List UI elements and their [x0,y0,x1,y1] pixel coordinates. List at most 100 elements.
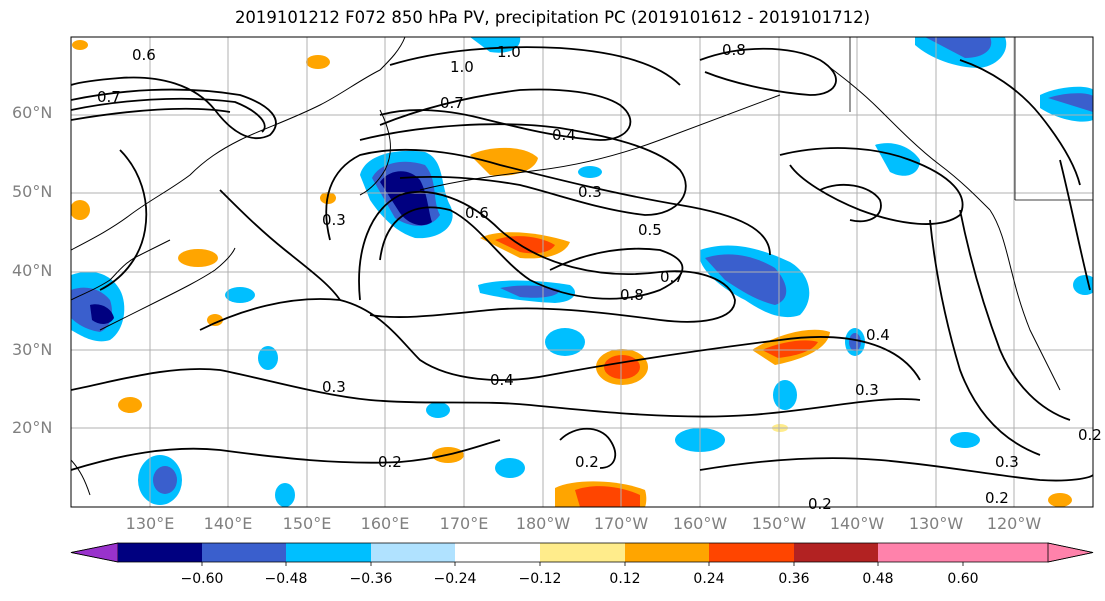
neg-patch-s5b [153,466,177,494]
neg-patch-far-right-mid [1048,93,1093,112]
contour-h [358,191,736,323]
pos-patch-s5 [118,397,142,413]
contour-label: 0.8 [620,286,644,304]
contour-label: 0.4 [866,326,890,344]
neg-patch-s3 [773,380,797,410]
contour-label: 0.5 [638,221,662,239]
coast-alaska [819,59,991,211]
contour-l [71,439,501,471]
colorbar-segment [709,543,794,562]
contour-label: 0.3 [322,378,346,396]
contour-label: 1.0 [497,43,521,61]
neg-patch-s13 [578,166,602,178]
coast-kamchatka [359,109,391,196]
contour-i [325,148,771,256]
pos-patch-s9 [72,40,88,50]
contour-o [779,147,964,225]
neg-patch-top-right-mid [925,37,992,58]
pv-contours [71,46,1093,482]
coast-bc [989,209,1061,391]
map-title: 2019101212 F072 850 hPa PV, precipitatio… [234,8,871,27]
contour-label: 0.4 [552,126,576,144]
contour-t [1059,159,1091,291]
neg-patch-alaska [875,143,920,176]
contour-label: 0.6 [132,46,156,64]
colorbar-segment [878,543,963,562]
contour-r [929,219,1041,456]
contour-label-group: 0.6 1.0 1.0 0.8 0.7 0.7 0.4 0.3 0.6 0.5 … [97,41,1102,513]
neg-patch-central-mid [500,285,560,298]
contour-g [379,206,684,300]
colorbar-tick: −0.36 [349,571,393,587]
neg-patch-east-mid [705,254,787,305]
neg-patch-s9 [495,458,525,478]
contour-label: 0.3 [578,183,602,201]
neg-patch-s8 [950,432,980,448]
contour-label: 0.6 [465,204,489,222]
contour-label: 0.7 [660,268,684,286]
pos-patch-s2 [71,200,90,220]
contour-label: 0.4 [490,371,514,389]
colorbar-tick: −0.12 [518,571,562,587]
contour-w [959,59,1081,186]
contour-m [559,427,617,469]
pos-patch-s1 [178,249,218,267]
contour-q [699,47,837,96]
lat-label: 60°N [12,103,53,122]
lon-label: 160°E [360,514,410,533]
pos-patch-s7 [207,314,223,326]
lon-label: 150°W [751,514,807,533]
lon-label: 120°W [986,514,1042,533]
neg-patch-s6 [225,287,255,303]
contour-p [819,183,882,223]
contour-j [199,298,921,381]
coast-korea-china [71,239,171,301]
coast-japan [99,247,236,331]
coast-philippines [71,459,91,496]
colorbar [70,542,1094,566]
neg-patch-s7 [258,346,278,370]
colorbar-tick: 0.36 [778,571,810,587]
pos-patch-central-core [604,355,640,379]
neg-patch-s12 [275,483,295,507]
neg-patch-kuril-core [380,171,432,226]
colorbar-segment [540,543,625,562]
pos-patch-east1-core [762,340,818,358]
contour-label: 1.0 [450,58,474,76]
colorbar-segment [118,543,202,562]
colorbar-tick: 0.60 [947,571,979,587]
neg-patch-s10 [426,402,450,418]
lat-label: 30°N [12,340,53,359]
contour-v [219,189,341,301]
coast-asia [71,37,406,251]
contour-b [71,97,266,133]
gridlines [71,37,1093,507]
lon-label: 170°E [439,514,489,533]
colorbar-tick: 0.48 [862,571,894,587]
lon-label: 180°W [515,514,571,533]
contour-label: 0.2 [1078,426,1102,444]
coastlines [71,37,1061,496]
lat-label: 50°N [12,182,53,201]
lon-label: 150°E [282,514,332,533]
lon-label: 140°E [203,514,253,533]
neg-patch-s2b [849,333,861,351]
contour-label: 0.7 [97,88,121,106]
neg-patch-japan-core [90,304,114,324]
colorbar-tick: −0.24 [433,571,477,587]
colorbar-segment [286,543,371,562]
colorbar-tick: −0.60 [180,571,224,587]
contour-k [71,368,921,418]
contour-u [99,149,148,291]
pos-patch-north [470,147,538,176]
lat-label: 20°N [12,418,53,437]
colorbar-arrow-right [1047,542,1094,563]
contour-n [699,457,1093,482]
pos-patch-s10 [1048,493,1072,507]
contour-s [959,209,1071,421]
colorbar-segment [202,543,286,562]
contour-label: 0.2 [985,489,1009,507]
colorbar-tick: 0.24 [693,571,725,587]
contour-label: 0.3 [995,453,1019,471]
contour-label: 0.2 [808,495,832,513]
